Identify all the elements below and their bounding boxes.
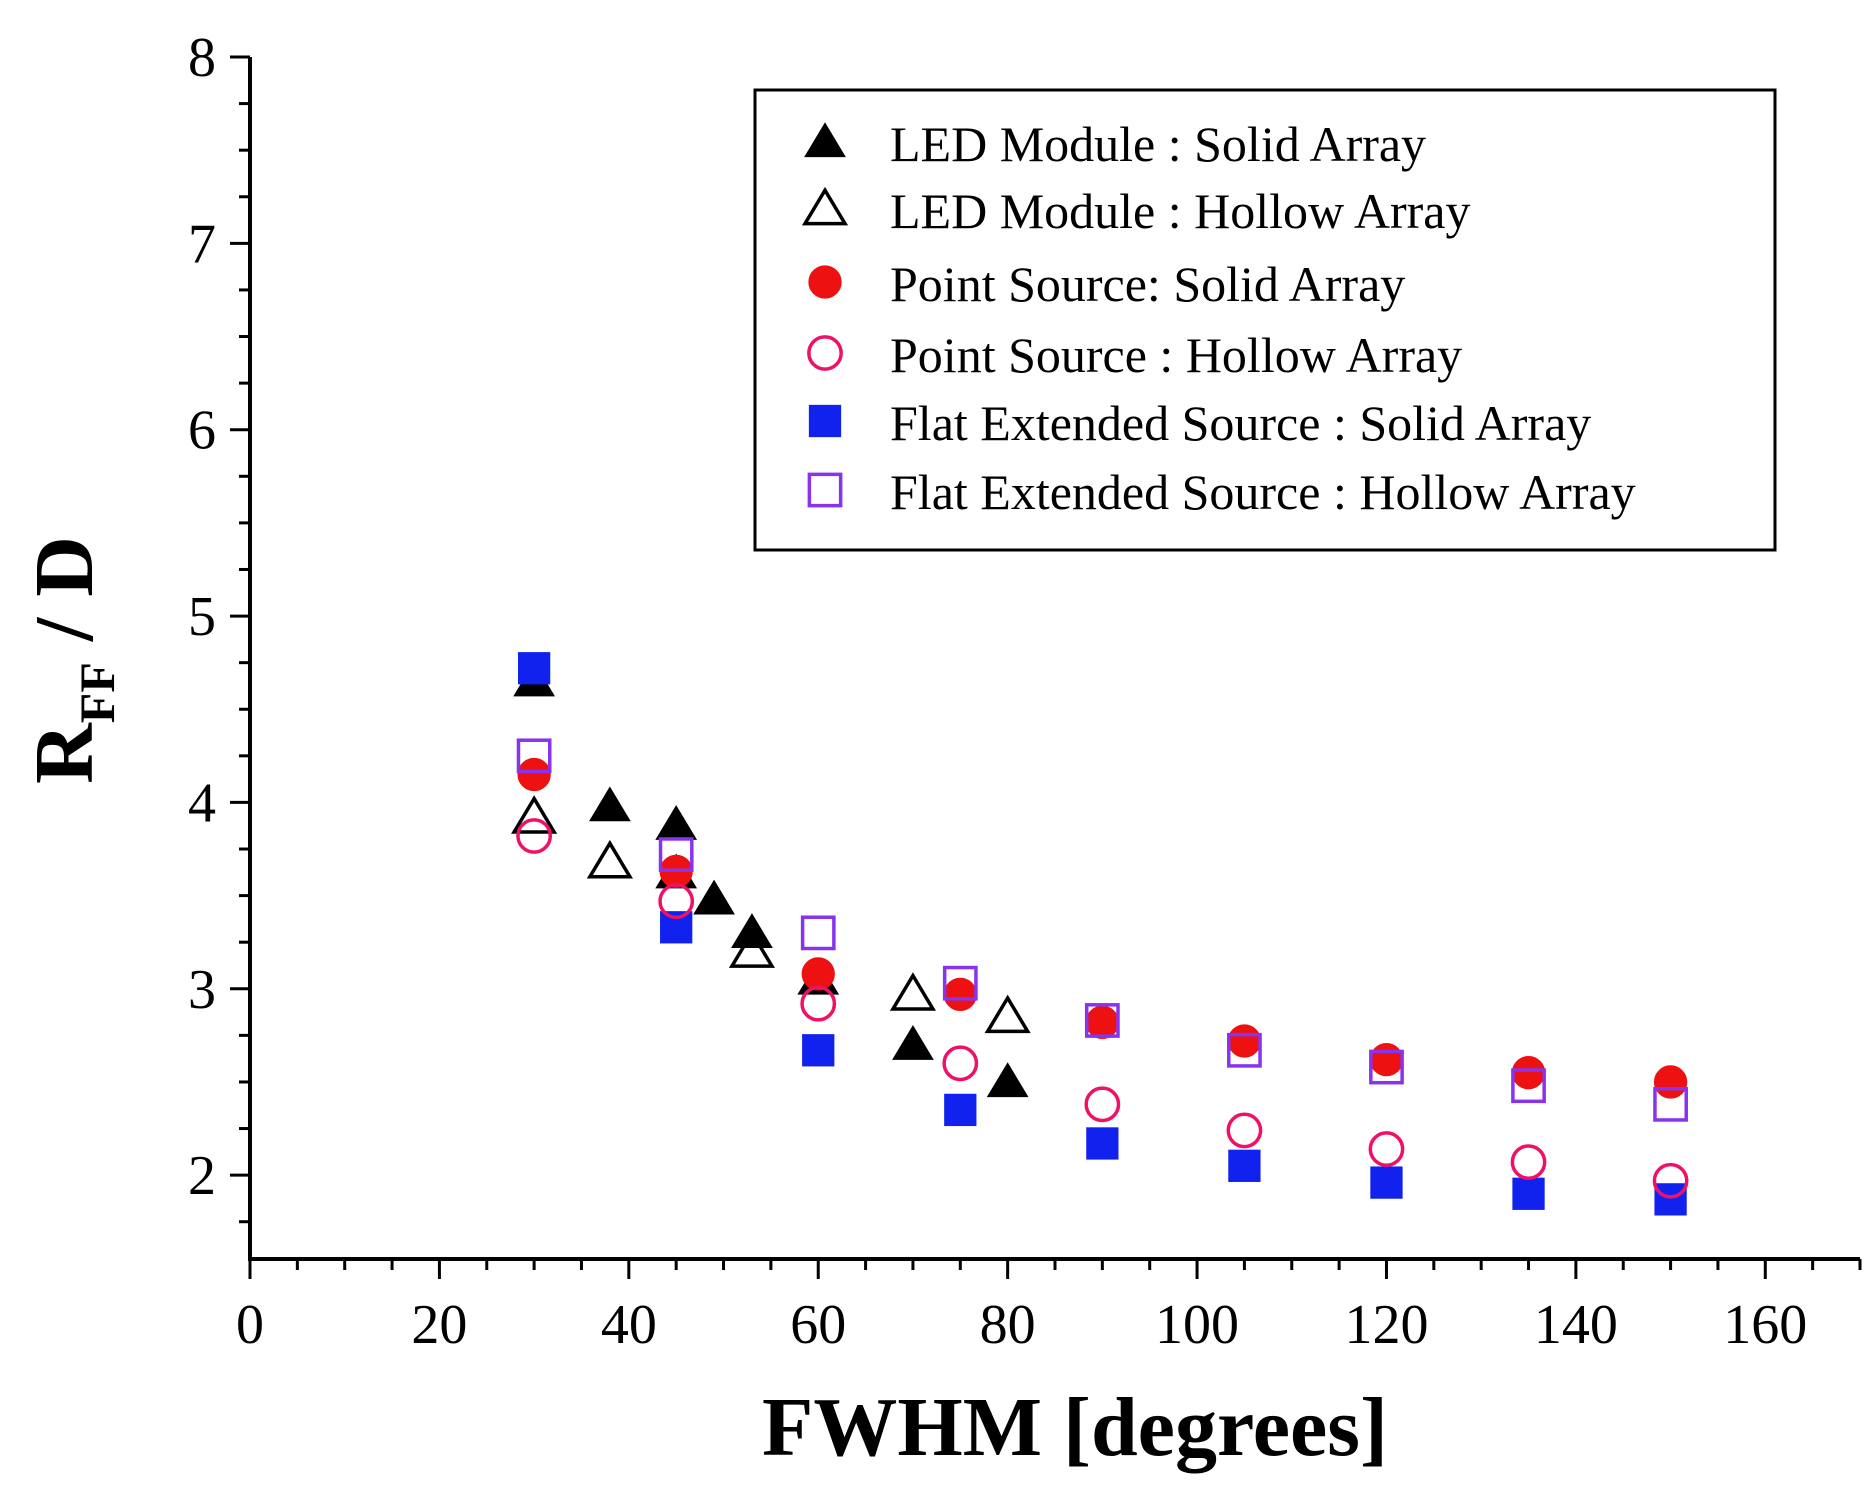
point-point-source-hollow-array [942, 1045, 979, 1082]
legend-label-flat-extended-source-solid-array: Flat Extended Source : Solid Array [890, 395, 1591, 451]
point-point-source-hollow-array [658, 883, 695, 920]
point-point-source-solid-array [1227, 1024, 1262, 1058]
point-flat-extended-source-hollow-array [1369, 1049, 1404, 1085]
point-flat-extended-source-solid-array [1512, 1177, 1545, 1210]
x-tick-label: 60 [790, 1294, 846, 1356]
point-led-module-hollow-array [511, 795, 558, 834]
point-flat-extended-source-solid-array [1086, 1127, 1119, 1160]
y-axis-title-suffix: / D [18, 536, 111, 662]
y-tick-label: 8 [188, 27, 216, 89]
point-point-source-hollow-array [1226, 1112, 1263, 1149]
point-led-module-solid-array [589, 786, 631, 822]
point-flat-extended-source-hollow-array [1653, 1086, 1688, 1122]
point-flat-extended-source-hollow-array [1084, 1003, 1120, 1038]
legend-box [753, 88, 1777, 552]
legend-marker-flat-extended-source-solid-array [808, 404, 842, 438]
point-flat-extended-source-hollow-array [942, 965, 978, 1001]
point-led-module-hollow-array [728, 929, 776, 968]
point-point-source-solid-array [801, 957, 835, 991]
y-axis-title-main: R [18, 722, 111, 784]
y-tick-label: 2 [188, 1145, 216, 1207]
point-point-source-solid-array [943, 977, 977, 1012]
point-flat-extended-source-hollow-array [1227, 1032, 1262, 1068]
x-tick-label: 140 [1534, 1294, 1618, 1356]
point-point-source-hollow-array [800, 985, 837, 1022]
legend-marker-flat-extended-source-hollow-array [807, 472, 843, 508]
data-points [511, 652, 1689, 1216]
point-flat-extended-source-hollow-array [516, 738, 552, 774]
legend-label-point-source-hollow-array: Point Source : Hollow Array [890, 327, 1462, 383]
point-point-source-hollow-array [1368, 1131, 1405, 1167]
point-led-module-solid-array [655, 805, 698, 840]
y-axis-title: RFF / D [18, 536, 125, 784]
point-flat-extended-source-hollow-array [658, 837, 694, 872]
y-axis-title-subscript: FF [69, 662, 125, 723]
y-axis-title-group: RFF / D [18, 536, 125, 784]
point-flat-extended-source-solid-array [1228, 1149, 1261, 1182]
y-ticks: 2 3 4 5 6 7 8 [188, 27, 250, 1224]
legend-marker-point-source-hollow-array [807, 335, 843, 371]
point-point-source-solid-array [1653, 1065, 1688, 1099]
legend-label-led-module-hollow-array: LED Module : Hollow Array [890, 183, 1470, 239]
point-point-source-hollow-array [1510, 1144, 1547, 1180]
legend-label-flat-extended-source-hollow-array: Flat Extended Source : Hollow Array [890, 464, 1636, 520]
point-led-module-solid-array [693, 879, 735, 915]
point-flat-extended-source-solid-array [944, 1093, 977, 1127]
point-flat-extended-source-solid-array [802, 1034, 835, 1067]
y-tick-label: 3 [188, 959, 216, 1021]
y-tick-label: 6 [188, 400, 216, 462]
point-flat-extended-source-solid-array [517, 652, 551, 685]
x-tick-label: 100 [1155, 1294, 1239, 1356]
point-point-source-solid-array [517, 757, 551, 792]
point-point-source-solid-array [1369, 1042, 1404, 1077]
point-point-source-hollow-array [1652, 1162, 1689, 1199]
y-tick-label: 7 [188, 213, 216, 275]
legend-marker-led-module-hollow-array [801, 186, 849, 226]
point-point-source-solid-array [1085, 1005, 1120, 1039]
point-flat-extended-source-solid-array [1654, 1183, 1687, 1216]
point-flat-extended-source-solid-array [1370, 1166, 1403, 1199]
point-flat-extended-source-hollow-array [800, 915, 836, 951]
legend: LED Module : Solid Array LED Module : Hol… [753, 88, 1777, 552]
point-led-module-hollow-array [889, 972, 937, 1011]
x-axis-title: FWHM [degrees] [762, 1381, 1388, 1474]
x-tick-label: 0 [236, 1294, 264, 1356]
y-tick-label: 5 [188, 586, 216, 648]
point-point-source-solid-array [1511, 1055, 1546, 1090]
point-led-module-solid-array [892, 1024, 934, 1060]
x-ticks: 0 20 40 60 80 100 120 140 160 [236, 1259, 1862, 1356]
x-tick-label: 120 [1344, 1294, 1428, 1356]
legend-marker-point-source-solid-array [808, 265, 842, 299]
x-tick-label: 40 [601, 1294, 657, 1356]
legend-label-led-module-solid-array: LED Module : Solid Array [890, 116, 1426, 172]
point-point-source-hollow-array [1084, 1086, 1121, 1123]
legend-marker-led-module-solid-array [804, 122, 846, 158]
point-led-module-solid-array [986, 1062, 1029, 1098]
x-tick-label: 80 [980, 1294, 1036, 1356]
x-tick-label: 20 [411, 1294, 467, 1356]
y-tick-label: 4 [188, 772, 216, 834]
x-tick-label: 160 [1723, 1294, 1807, 1356]
point-led-module-hollow-array [586, 839, 633, 879]
point-flat-extended-source-hollow-array [1511, 1068, 1546, 1104]
point-point-source-hollow-array [516, 818, 553, 854]
point-led-module-hollow-array [984, 994, 1031, 1034]
legend-label-point-source-solid-array: Point Source: Solid Array [890, 256, 1405, 312]
